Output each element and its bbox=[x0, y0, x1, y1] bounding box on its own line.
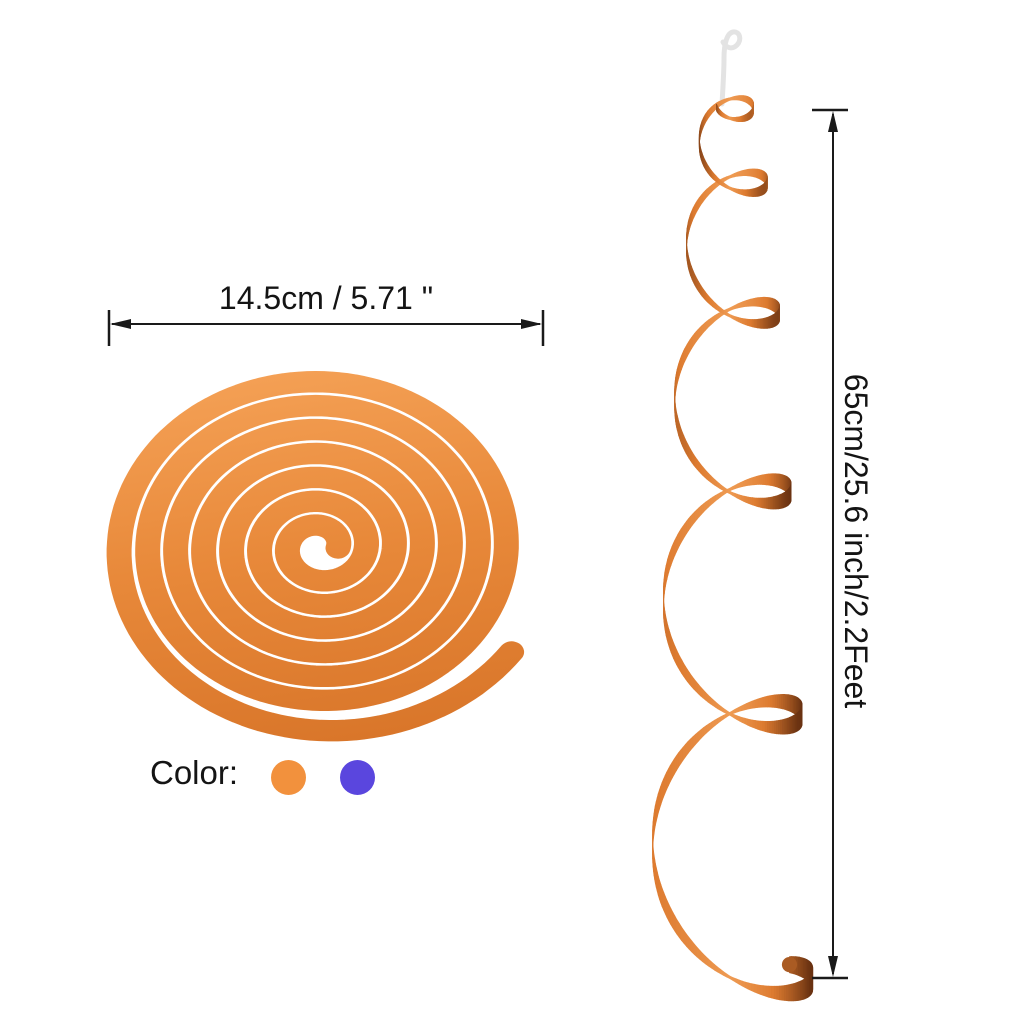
color-label: Color: bbox=[150, 754, 239, 791]
hanging-swirl-graphic bbox=[652, 95, 814, 1002]
height-dimension-label: 65cm/25.6 inch/2.2Feet bbox=[838, 373, 874, 709]
flat-spiral-graphic bbox=[106, 370, 525, 742]
width-dimension-label: 14.5cm / 5.71 " bbox=[218, 280, 434, 316]
hanging-hook bbox=[719, 29, 743, 107]
height-dimension-arrow bbox=[812, 108, 848, 980]
color-swatch-orange bbox=[271, 760, 306, 795]
width-dimension-arrow bbox=[107, 310, 545, 346]
color-swatch-purple bbox=[340, 760, 375, 795]
